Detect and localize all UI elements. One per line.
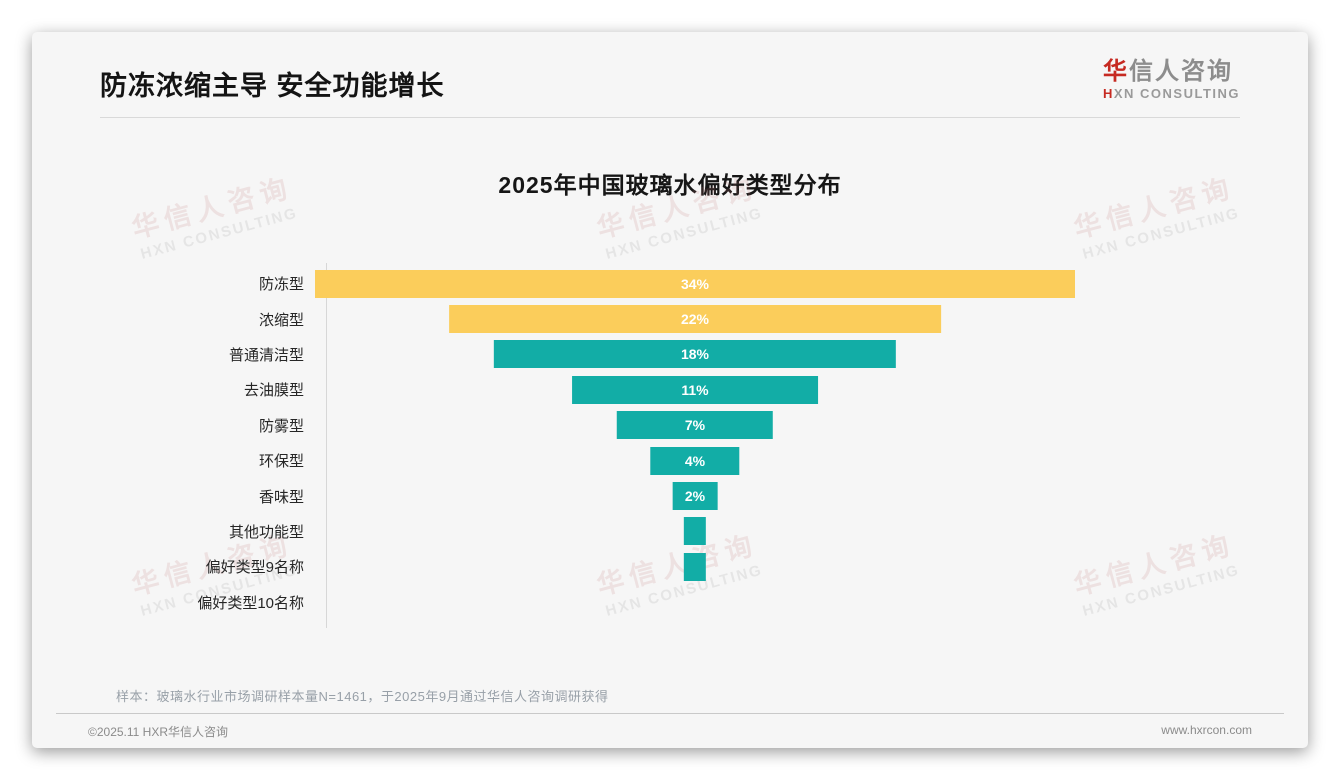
category-label: 浓缩型 — [258, 311, 304, 329]
funnel-bar: 18% — [493, 340, 897, 369]
bar-value-label: 11% — [681, 381, 709, 398]
bar-value-label: 22% — [680, 311, 710, 328]
bar-value-label: 18% — [680, 346, 710, 363]
footer-copyright: ©2025.11 HXR华信人咨询 — [88, 725, 228, 739]
sample-footnote: 样本：玻璃水行业市场调研样本量N=1461，于2025年9月通过华信人咨询调研获… — [116, 689, 609, 704]
category-label: 防雾型 — [258, 417, 304, 435]
bar-track: 4% — [315, 446, 1075, 475]
logo-en-text: HXN CONSULTING — [1103, 86, 1240, 101]
funnel-bar: 11% — [572, 375, 818, 404]
bar-track: 7% — [315, 411, 1075, 440]
footer-website: www.hxrcon.com — [1161, 723, 1252, 737]
funnel-bar: 7% — [616, 411, 774, 440]
logo-cn-accent: 华 — [1102, 58, 1129, 85]
bar-track — [315, 588, 1075, 616]
category-label: 环保型 — [258, 453, 304, 471]
bar-value-label: 7% — [684, 417, 706, 434]
bar-value-label: 4% — [684, 452, 706, 469]
chart-title: 2025年中国玻璃水偏好类型分布 — [498, 172, 842, 198]
category-label: 去油膜型 — [243, 382, 304, 400]
chart-row: 去油膜型 11% — [90, 372, 1308, 407]
chart-row: 香味型 2% — [90, 478, 1308, 513]
logo-en-accent: H — [1102, 85, 1114, 101]
logo-cn-rest: 信人咨询 — [1128, 58, 1233, 85]
logo-en-rest: XN CONSULTING — [1113, 85, 1240, 101]
logo-cn-text: 华信人咨询 — [1103, 58, 1240, 86]
funnel-bar: 4% — [650, 446, 740, 475]
company-logo: 华信人咨询 HXN CONSULTING — [1103, 58, 1240, 101]
watermark-en-text: HXN CONSULTING — [138, 204, 300, 263]
bar-track — [315, 552, 1075, 581]
chart-row: 偏好类型10名称 — [90, 585, 1308, 620]
bar-track: 22% — [315, 305, 1075, 334]
chart-row: 环保型 4% — [90, 443, 1308, 478]
funnel-bar: 2% — [672, 482, 718, 511]
chart-row: 浓缩型 22% — [90, 301, 1308, 336]
chart-row: 偏好类型9名称 — [90, 549, 1308, 584]
report-card: 华信人咨询 HXN CONSULTING 华信人咨询 HXN CONSULTING 华信… — [32, 32, 1308, 748]
category-label: 其他功能型 — [228, 523, 304, 541]
funnel-chart: 防冻型 34% 浓缩型 22% 普通清洁型 18% 去油膜型 11% 防雾型 7% 环保型 4% 香味型… — [90, 263, 1308, 628]
category-label: 防冻型 — [258, 276, 304, 294]
bar-track — [315, 517, 1075, 546]
funnel-bar — [683, 552, 707, 581]
chart-row: 普通清洁型 18% — [90, 337, 1308, 372]
chart-row: 防雾型 7% — [90, 408, 1308, 443]
chart-row: 其他功能型 — [90, 514, 1308, 549]
bar-track: 34% — [315, 269, 1075, 298]
header: 防冻浓缩主导 安全功能增长 华信人咨询 HXN CONSULTING — [100, 32, 1240, 118]
funnel-bar — [683, 517, 707, 546]
bar-value-label: 34% — [680, 275, 710, 292]
category-label: 偏好类型10名称 — [197, 594, 304, 612]
funnel-bar: 34% — [315, 269, 1075, 298]
category-label: 偏好类型9名称 — [205, 559, 304, 577]
bar-track: 18% — [315, 340, 1075, 369]
bar-value-label: 2% — [684, 488, 706, 505]
funnel-bar: 22% — [449, 305, 941, 334]
watermark-en-text: HXN CONSULTING — [1080, 204, 1242, 263]
category-label: 普通清洁型 — [228, 346, 304, 364]
y-axis-line — [326, 263, 327, 628]
page-title: 防冻浓缩主导 安全功能增长 — [100, 71, 445, 101]
category-label: 香味型 — [258, 488, 304, 506]
watermark-en-text: HXN CONSULTING — [603, 204, 765, 263]
footer: ©2025.11 HXR华信人咨询 www.hxrcon.com — [56, 713, 1284, 740]
bar-track: 11% — [315, 375, 1075, 404]
bar-track: 2% — [315, 482, 1075, 511]
chart-row: 防冻型 34% — [90, 266, 1308, 301]
